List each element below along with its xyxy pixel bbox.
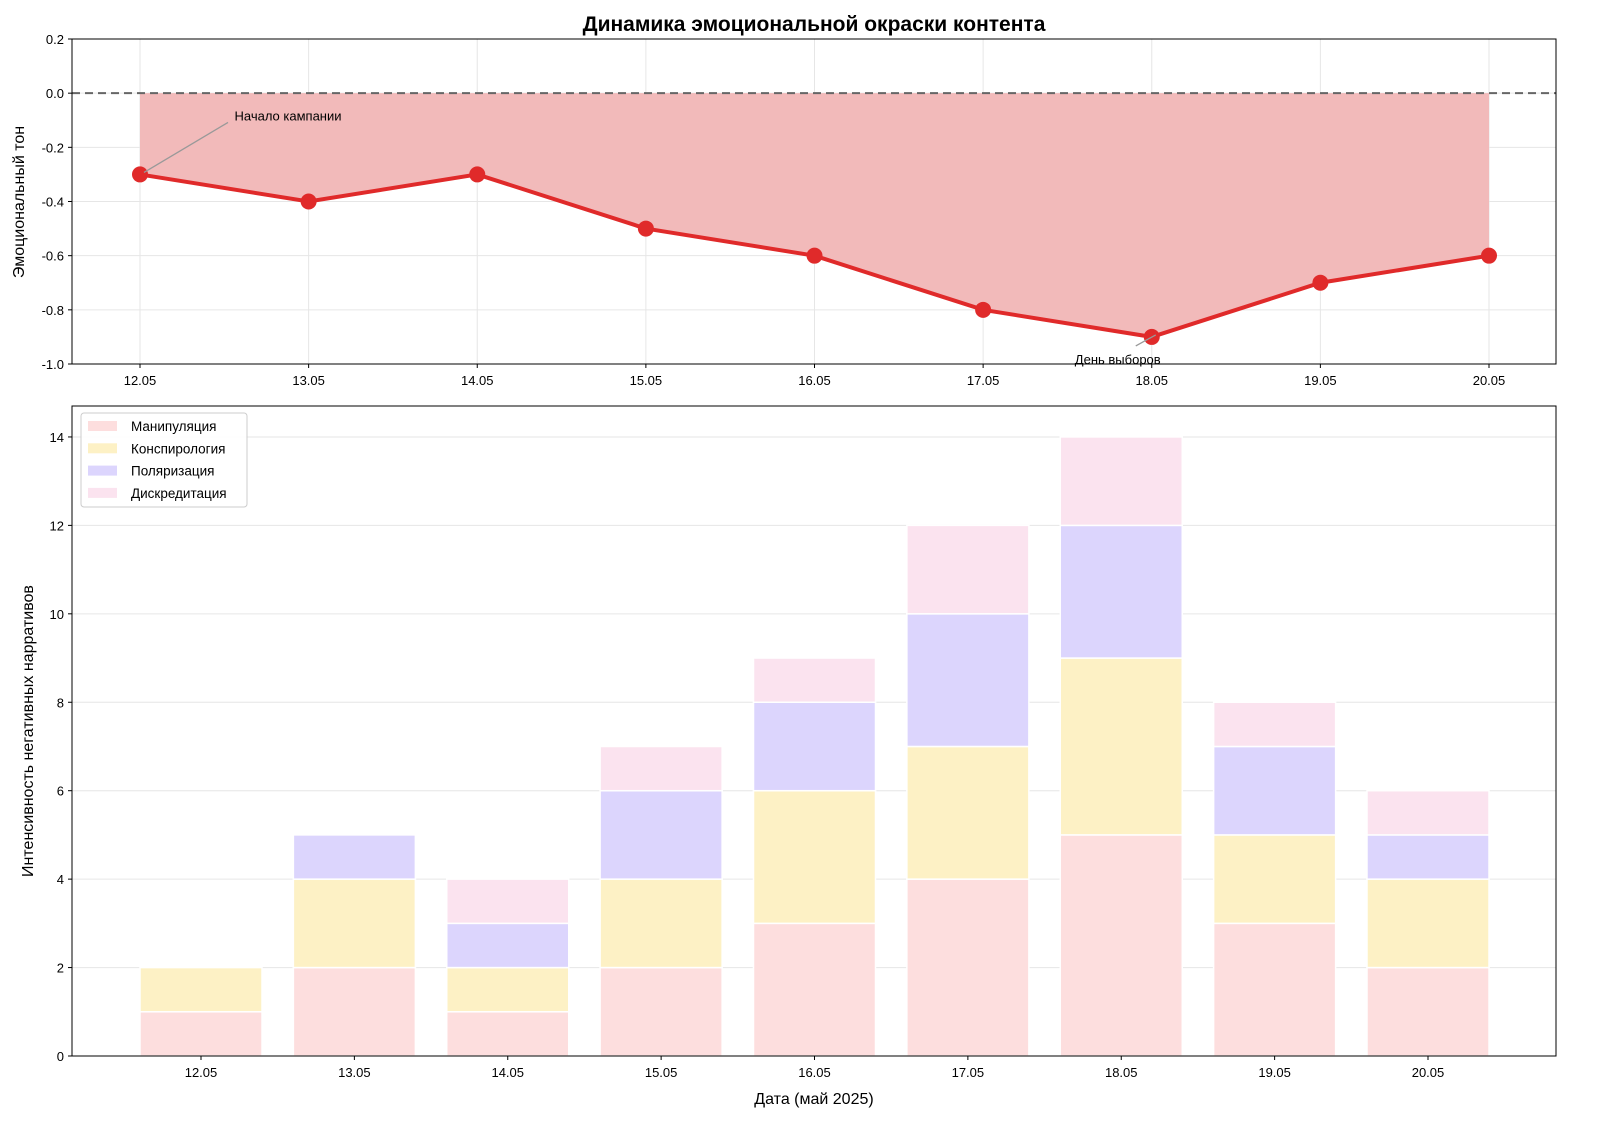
bar-segment — [599, 789, 723, 880]
legend-label: Манипуляция — [131, 419, 216, 434]
bar-segment — [1212, 834, 1337, 925]
bar-segment — [1059, 657, 1183, 836]
bar-segment — [1366, 878, 1490, 969]
bar-segment — [906, 878, 1030, 1057]
tone-point — [469, 166, 486, 183]
bar-segment — [906, 524, 1030, 615]
bar-segment — [1059, 834, 1183, 1057]
x-tick-label: 14.05 — [461, 373, 494, 388]
bar-segment — [1366, 966, 1490, 1057]
plot-frame — [71, 405, 1557, 1057]
y-tick-label: 12 — [50, 518, 64, 533]
bar-segment — [1212, 745, 1337, 836]
tone-line-chart: 0.2 0.0 -0.2 -0.4 -0.6 -0.8 -1.0 12.05 13.05 14.0… — [42, 32, 1557, 388]
bar-segment — [292, 966, 417, 1057]
bar-segment — [1059, 524, 1183, 659]
x-tick-label: 19.05 — [1304, 373, 1337, 388]
tone-point — [1312, 274, 1329, 291]
y-tick-label: -1.0 — [42, 357, 64, 372]
bar-segment — [1212, 922, 1337, 1057]
y-tick-label: 4 — [57, 872, 64, 887]
bar-segment — [446, 1011, 570, 1057]
x-tick-label: 15.05 — [630, 373, 663, 388]
x-tick-label: 20.05 — [1412, 1065, 1445, 1080]
tone-point — [806, 247, 823, 264]
x-tick-label: 18.05 — [1105, 1065, 1138, 1080]
x-tick-label: 19.05 — [1258, 1065, 1291, 1080]
legend: Манипуляция Конспирология Поляризация Дискр… — [80, 412, 248, 508]
x-tick-label: 13.05 — [292, 373, 325, 388]
y-tick-label: 0 — [57, 1049, 64, 1064]
chart-title: Динамика эмоциональной окраски контента — [583, 13, 1046, 36]
annotation-arrow — [1135, 334, 1157, 347]
tone-point — [300, 193, 317, 210]
bottom-y-axis-label: Интенсивность негативных нарративов — [20, 585, 37, 877]
tone-point — [1481, 247, 1497, 264]
bar-segment — [599, 966, 723, 1057]
y-tick-label: 6 — [57, 784, 64, 799]
legend-swatch — [88, 487, 117, 498]
bar-segment — [599, 745, 723, 792]
y-tick-label: 8 — [57, 695, 64, 710]
y-tick-label: 14 — [50, 430, 64, 445]
legend-swatch — [88, 421, 117, 431]
legend-box — [80, 412, 248, 508]
y-tick-label: 0.0 — [46, 86, 64, 101]
annotation-label: День выборов — [1075, 352, 1161, 367]
x-tick-label: 12.05 — [124, 373, 157, 388]
bar-segment — [1366, 789, 1490, 836]
x-tick-label: 18.05 — [1135, 373, 1168, 388]
legend-swatch — [88, 443, 117, 454]
x-tick-label: 14.05 — [491, 1065, 524, 1080]
y-tick-label: -0.4 — [42, 195, 64, 210]
bar-segment — [1212, 701, 1337, 748]
bar-segment — [906, 613, 1030, 748]
x-tick-label: 17.05 — [952, 1065, 985, 1080]
tone-point — [637, 220, 654, 237]
annotation-label: Начало кампании — [234, 108, 341, 123]
tone-point — [132, 166, 148, 183]
negative-area-fill — [140, 93, 1489, 337]
narrative-bar-chart: 0 2 4 6 8 10 12 14 12.05 13.05 14.05 15.05 16.05 17.0… — [50, 405, 1557, 1080]
y-tick-label: 10 — [50, 607, 64, 622]
legend-swatch — [88, 465, 117, 476]
bottom-x-axis-label: Дата (май 2025) — [754, 1091, 873, 1108]
x-tick-label: 20.05 — [1473, 373, 1506, 388]
bar-segment — [139, 1011, 263, 1057]
bar-segment — [1059, 436, 1183, 527]
bar-segment — [906, 745, 1030, 880]
bar-segment — [752, 701, 877, 792]
bar-segment — [752, 789, 877, 925]
bar-segment — [292, 834, 417, 880]
legend-label: Конспирология — [131, 441, 225, 456]
bar-segment — [752, 922, 877, 1057]
plot-frame — [71, 38, 1557, 365]
bar-segment — [1366, 834, 1490, 880]
y-tick-label: 0.2 — [46, 32, 64, 47]
x-tick-label: 15.05 — [645, 1065, 678, 1080]
bar-segment — [446, 878, 570, 925]
x-tick-label: 12.05 — [185, 1065, 218, 1080]
y-tick-label: 2 — [57, 961, 64, 976]
annotation-arrow — [143, 121, 229, 173]
bar-segment — [292, 878, 417, 969]
y-tick-label: -0.2 — [42, 140, 64, 155]
bar-segment — [599, 878, 723, 969]
y-tick-label: -0.8 — [42, 303, 64, 318]
x-tick-label: 16.05 — [798, 1065, 831, 1080]
legend-label: Поляризация — [131, 464, 214, 479]
bar-segment — [139, 966, 263, 1013]
top-y-axis-label: Эмоциональный тон — [11, 126, 28, 278]
bar-segment — [446, 966, 570, 1013]
bar-segment — [752, 657, 877, 704]
x-tick-label: 13.05 — [338, 1065, 371, 1080]
bar-segment — [446, 922, 570, 969]
y-tick-label: -0.6 — [42, 249, 64, 264]
x-tick-label: 16.05 — [798, 373, 831, 388]
tone-point — [975, 301, 992, 318]
legend-label: Дискредитация — [131, 486, 227, 501]
x-tick-label: 17.05 — [967, 373, 1000, 388]
